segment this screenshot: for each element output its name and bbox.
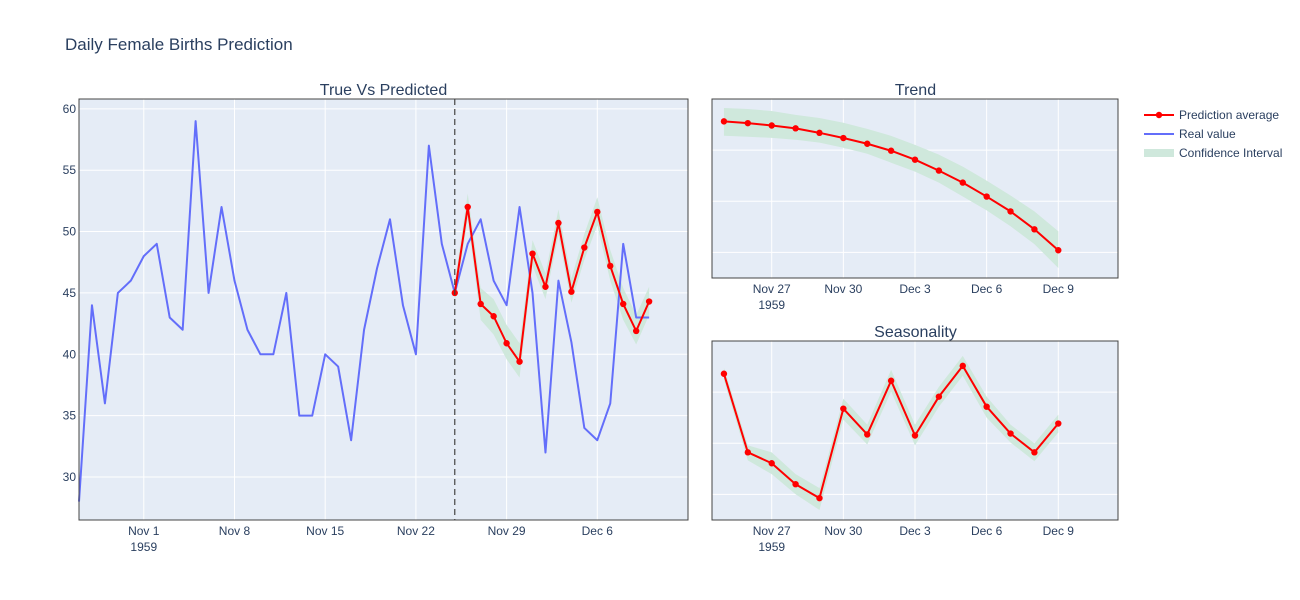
prediction-point bbox=[911, 156, 919, 163]
x-tick-label: Nov 30 bbox=[824, 524, 862, 538]
prediction-point bbox=[581, 244, 588, 251]
legend-swatch-prediction-marker bbox=[1155, 111, 1163, 119]
x-tick-label: Dec 6 bbox=[582, 524, 614, 538]
prediction-point bbox=[529, 250, 536, 257]
legend-label-prediction-average: Prediction average bbox=[1179, 108, 1279, 122]
x-tick-label: Nov 22 bbox=[397, 524, 435, 538]
x-tick-label: Nov 27 bbox=[753, 282, 791, 296]
prediction-point bbox=[594, 208, 601, 216]
x-tick-label: Nov 15 bbox=[306, 524, 344, 538]
plot-area-trend: Nov 27 1959 Nov 30 Dec 3 Dec 6 Dec 9 bbox=[711, 98, 1119, 312]
x-tick-label: Dec 9 bbox=[1043, 282, 1075, 296]
x-tick-label: Dec 6 bbox=[971, 524, 1003, 538]
legend-swatch-confidence-band bbox=[1144, 149, 1174, 157]
y-tick-label: 30 bbox=[63, 470, 77, 484]
x-tick-year-label: 1959 bbox=[758, 298, 785, 312]
prediction-point bbox=[503, 340, 510, 347]
x-tick-label: Dec 3 bbox=[899, 524, 931, 538]
legend-label-real-value: Real value bbox=[1179, 127, 1236, 141]
prediction-point bbox=[768, 460, 775, 467]
x-tick-label: Nov 29 bbox=[488, 524, 526, 538]
prediction-point bbox=[816, 129, 823, 137]
x-tick-year-label: 1959 bbox=[130, 540, 157, 554]
prediction-point bbox=[864, 140, 871, 147]
plot-frame bbox=[711, 340, 1119, 521]
prediction-point bbox=[983, 403, 990, 410]
legend[interactable]: Prediction average Real value Confidence… bbox=[1144, 108, 1282, 160]
prediction-point bbox=[516, 358, 523, 365]
prediction-point bbox=[744, 449, 752, 456]
prediction-point bbox=[983, 193, 990, 200]
prediction-point bbox=[490, 313, 497, 320]
prediction-point bbox=[1031, 226, 1038, 233]
plot-frame bbox=[711, 98, 1119, 279]
prediction-point bbox=[542, 283, 549, 290]
x-tick-label: Nov 1 bbox=[128, 524, 160, 538]
subplot-title-trend: Trend bbox=[895, 82, 936, 99]
figure-title: Daily Female Births Prediction bbox=[65, 35, 293, 54]
prediction-point bbox=[720, 370, 728, 377]
plot-background-main bbox=[79, 99, 688, 520]
prediction-point bbox=[744, 119, 752, 127]
prediction-line bbox=[453, 206, 651, 363]
legend-label-confidence-interval: Confidence Interval bbox=[1179, 146, 1282, 160]
x-tick-label: Nov 30 bbox=[824, 282, 862, 296]
prediction-point bbox=[959, 179, 966, 186]
y-tick-label: 35 bbox=[63, 409, 77, 423]
prediction-point bbox=[887, 147, 895, 154]
prediction-point bbox=[887, 377, 895, 384]
x-tick-label: Dec 6 bbox=[971, 282, 1003, 296]
prediction-point bbox=[1055, 247, 1062, 254]
prediction-point bbox=[1055, 420, 1062, 427]
y-tick-label: 45 bbox=[63, 286, 77, 300]
plot-area-seasonality: Nov 27 1959 Nov 30 Dec 3 Dec 6 Dec 9 bbox=[711, 340, 1119, 554]
legend-item-real-value[interactable]: Real value bbox=[1144, 127, 1236, 141]
prediction-point bbox=[959, 362, 966, 370]
prediction-point bbox=[720, 118, 728, 125]
x-tick-label: Dec 9 bbox=[1043, 524, 1075, 538]
x-tick-label: Dec 3 bbox=[899, 282, 931, 296]
prediction-point bbox=[568, 288, 575, 295]
prediction-point bbox=[464, 203, 471, 211]
prediction-point bbox=[768, 122, 775, 129]
prediction-point bbox=[632, 327, 640, 335]
y-tick-label: 55 bbox=[63, 163, 77, 177]
prediction-point bbox=[792, 125, 799, 132]
prediction-point bbox=[840, 134, 847, 142]
plot-area-true-vs-predicted: Nov 1 1959 Nov 8 Nov 15 Nov 22 Nov 29 Dec 6 30 3… bbox=[63, 98, 689, 554]
y-tick-label: 40 bbox=[63, 347, 77, 361]
chart-seasonality: Seasonality Nov 27 1959 Nov 30 Dec 3 Dec 6 De… bbox=[711, 324, 1119, 554]
prediction-point bbox=[911, 432, 919, 439]
legend-item-confidence-interval[interactable]: Confidence Interval bbox=[1144, 146, 1282, 160]
legend-item-prediction-average[interactable]: Prediction average bbox=[1144, 108, 1279, 122]
x-tick-label: Nov 8 bbox=[219, 524, 251, 538]
chart-trend: Trend Nov 27 1959 Nov 30 Dec 3 Dec 6 Dec 9 bbox=[711, 82, 1119, 312]
prediction-point bbox=[555, 219, 562, 227]
plot-frame bbox=[78, 98, 689, 521]
real-value-line bbox=[78, 120, 650, 502]
prediction-point bbox=[816, 494, 823, 502]
x-tick-year-label: 1959 bbox=[758, 540, 785, 554]
prediction-point bbox=[620, 300, 627, 308]
y-tick-label: 60 bbox=[63, 102, 77, 116]
prediction-point bbox=[1031, 449, 1038, 456]
prediction-point bbox=[1007, 208, 1014, 215]
prediction-point bbox=[607, 262, 614, 270]
prediction-point bbox=[935, 393, 943, 400]
x-tick-label: Nov 27 bbox=[753, 524, 791, 538]
prediction-point bbox=[840, 405, 847, 412]
prediction-point bbox=[864, 431, 871, 438]
confidence-band bbox=[454, 193, 650, 378]
prediction-point bbox=[645, 298, 653, 305]
prediction-point bbox=[792, 481, 799, 488]
subplot-title-true-vs-predicted: True Vs Predicted bbox=[320, 82, 447, 99]
y-tick-label: 50 bbox=[63, 225, 77, 239]
prediction-point bbox=[477, 300, 484, 308]
confidence-band bbox=[723, 355, 1059, 510]
subplot-title-seasonality: Seasonality bbox=[874, 324, 957, 341]
prediction-point bbox=[1007, 430, 1014, 437]
prediction-point bbox=[935, 167, 943, 174]
